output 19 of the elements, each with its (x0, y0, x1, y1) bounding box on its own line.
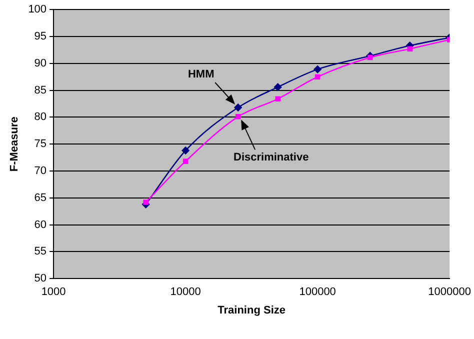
y-tick-label: 90 (34, 57, 47, 70)
y-tick-label: 95 (34, 30, 47, 43)
y-tick-label: 85 (34, 84, 47, 96)
x-tick-label: 1000000 (428, 286, 471, 298)
x-axis-title: Training Size (218, 304, 286, 316)
y-tick-label: 70 (34, 165, 47, 178)
text: Discriminative (233, 152, 309, 164)
y-tick-label: 65 (34, 192, 47, 204)
y-tick-label: 55 (34, 246, 47, 258)
y-tick-label: 80 (34, 111, 47, 124)
y-tick-label: 60 (34, 218, 47, 231)
y-tick-label: 50 (34, 272, 47, 285)
y-axis-title: F-Measure (8, 116, 21, 172)
text: HMM (188, 68, 214, 81)
x-tick-label: 1000 (41, 286, 66, 298)
y-tick-label: 100 (28, 4, 47, 16)
x-tick-label: 100000 (299, 286, 336, 298)
y-tick-label: 75 (34, 138, 47, 150)
x-tick-label: 10000 (170, 286, 201, 298)
